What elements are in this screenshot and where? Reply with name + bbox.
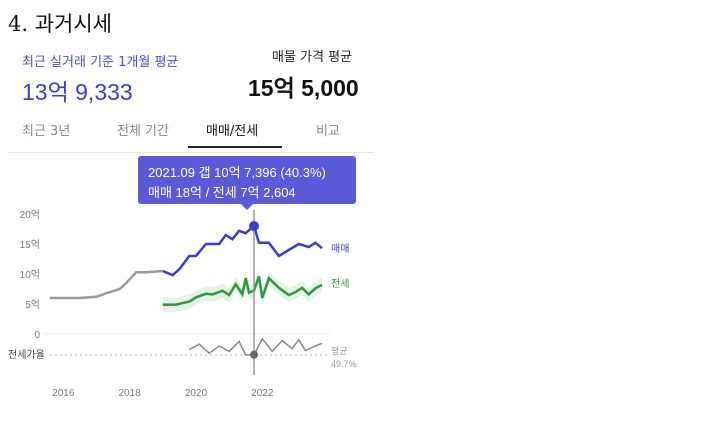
y-tick-label: 20억 [20, 209, 40, 221]
chart-tooltip: 2021.09 갭 10억 7,396 (40.3%) 매매 18억 / 전세 … [138, 156, 356, 204]
tooltip-gap-line: 2021.09 갭 10억 7,396 (40.3%) [148, 165, 326, 180]
tab-sale-jeonse[interactable]: 매매/전세 [206, 124, 259, 139]
jeonse-series-label: 전세 [331, 278, 349, 290]
x-tick-label: 2022 [251, 388, 274, 399]
section-title: 4. 과거시세 [8, 12, 112, 36]
highlight-ratio-point [250, 350, 258, 359]
sale-price-line [162, 223, 323, 277]
x-tick-label: 2018 [118, 388, 141, 399]
tooltip-arrow [241, 204, 253, 210]
recent-avg-label: 최근 실거래 기준 1개월 평균 [22, 55, 179, 70]
x-tick-label: 2020 [185, 388, 208, 399]
ratio-row-label: 전세가율 [8, 349, 45, 361]
active-tab-underline [188, 146, 282, 148]
jeonse-price-line [162, 275, 323, 306]
tab-divider [8, 152, 374, 153]
tab-compare[interactable]: 비교 [316, 124, 340, 139]
ratio-average-value: 49.7% [331, 359, 357, 369]
recent-avg-value: 13억 9,333 [22, 79, 133, 105]
listing-avg-value: 15억 5,000 [248, 75, 359, 101]
highlight-sale-point [249, 221, 259, 231]
x-tick-label: 2016 [52, 388, 75, 399]
y-tick-label: 5억 [25, 299, 40, 311]
ratio-average-label: 평균 [331, 346, 348, 356]
y-tick-label: 15억 [20, 239, 40, 251]
sale-series-label: 매매 [331, 243, 349, 255]
tooltip-price-line: 매매 18억 / 전세 7억 2,604 [148, 185, 296, 200]
y-tick-label: 0 [34, 330, 40, 341]
jeonse-ratio-line [188, 337, 323, 356]
listing-avg-label: 매물 가격 평균 [272, 50, 353, 65]
sale-history-line [50, 269, 163, 300]
y-tick-label: 10억 [20, 269, 40, 281]
tab-full-period[interactable]: 전체 기간 [117, 124, 169, 139]
tab-recent-3-years[interactable]: 최근 3년 [22, 124, 71, 139]
